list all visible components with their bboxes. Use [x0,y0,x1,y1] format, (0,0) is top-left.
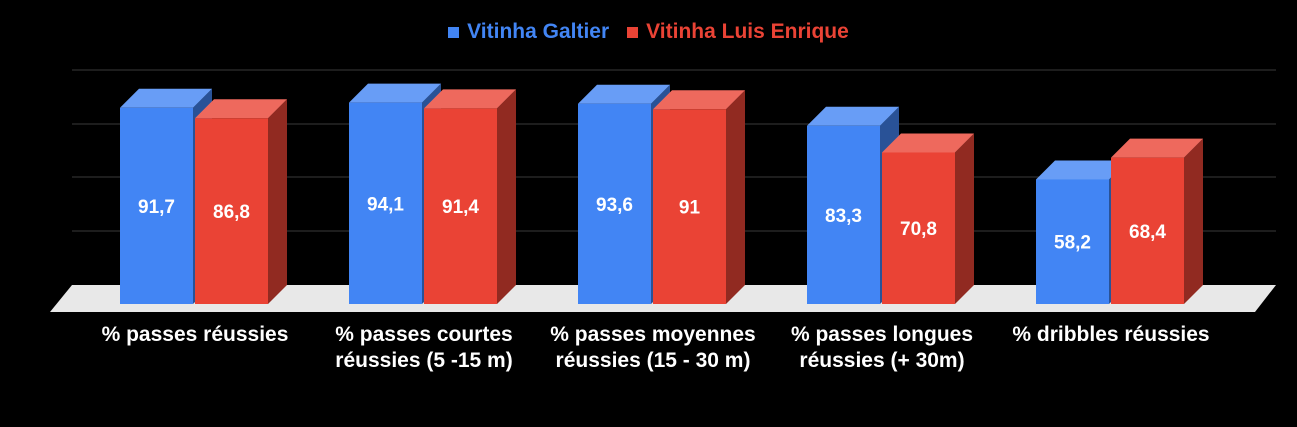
category-label: % passes réussies [101,323,289,346]
category-label: % passes longues réussies (+ 30m) [790,323,974,372]
legend-label-luis-enrique: Vitinha Luis Enrique [646,20,849,43]
bar-top-0-3 [807,106,899,126]
bar-0-3 [807,125,880,304]
bar-0-2 [578,103,651,304]
legend-item-luis-enrique: Vitinha Luis Enrique [627,20,849,44]
bar-top-1-4 [1111,138,1203,158]
bar-side-1-2 [726,90,745,304]
data-label-1-2: 91 [679,198,701,219]
bar-0-0 [120,107,193,305]
legend-item-galtier: Vitinha Galtier [448,20,609,44]
bar-0-4 [1036,179,1109,304]
bar-1-3 [882,152,955,304]
bar-side-1-1 [497,89,516,305]
bar-top-0-1 [349,83,441,103]
data-label-1-4: 68,4 [1129,222,1166,243]
legend: Vitinha Galtier Vitinha Luis Enrique [0,20,1297,44]
bar-top-0-2 [578,84,670,104]
data-label-0-3: 83,3 [825,206,862,227]
data-label-0-4: 58,2 [1054,233,1091,254]
data-label-1-3: 70,8 [900,219,937,240]
data-label-0-1: 94,1 [367,194,404,215]
bar-top-1-0 [195,99,287,119]
bar-top-1-1 [424,89,516,109]
bar-top-0-0 [120,88,212,108]
bar-side-1-0 [268,99,287,304]
bar-top-1-2 [653,90,745,110]
bar-1-4 [1111,157,1184,304]
bar-side-1-4 [1184,138,1203,304]
bar-side-1-3 [955,133,974,304]
data-label-1-0: 86,8 [213,202,250,223]
bar-1-0 [195,118,268,304]
legend-swatch-galtier [448,26,460,38]
bar-top-0-4 [1036,160,1128,180]
data-label-1-1: 91,4 [442,197,479,218]
bar-1-2 [653,109,726,304]
category-label: % passes courtes réussies (5 -15 m) [335,323,513,372]
data-label-0-2: 93,6 [596,195,633,216]
category-label: % dribbles réussies [1012,323,1210,346]
bar-0-1 [349,102,422,304]
bar-1-1 [424,108,497,305]
legend-swatch-luis-enrique [627,26,639,38]
category-label: % passes moyennes réussies (15 - 30 m) [550,323,756,372]
legend-label-galtier: Vitinha Galtier [467,20,610,43]
bar-top-1-3 [882,133,974,153]
data-label-0-0: 91,7 [138,197,175,218]
